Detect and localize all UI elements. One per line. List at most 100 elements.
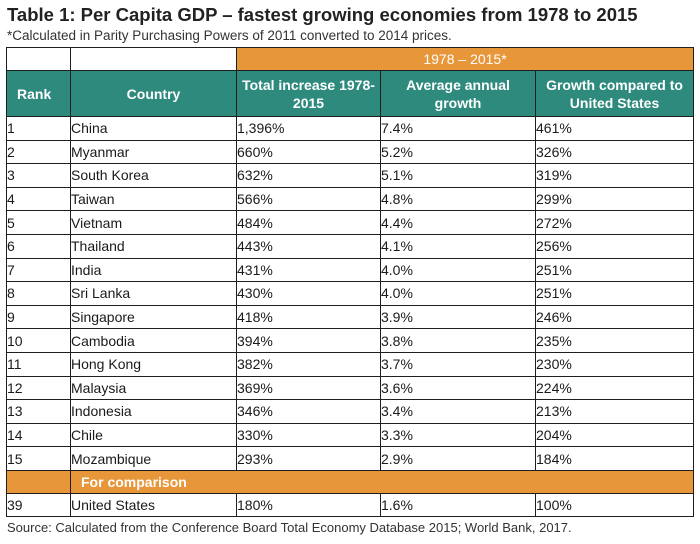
cell-total: 443% [236, 233, 381, 259]
table-row: 2 Myanmar 660% 5.2% 326% [6, 139, 695, 165]
table-row: 5 Vietnam 484% 4.4% 272% [6, 210, 695, 235]
cell-annual: 1.6% [380, 492, 536, 517]
cell-vs-us: 319% [534, 163, 695, 188]
cell-country: Chile [70, 422, 237, 448]
table-row: 14 Chile 330% 3.3% 204% [6, 422, 695, 448]
cell-total: 394% [236, 328, 381, 353]
cell-rank: 12 [6, 375, 71, 401]
cell-country: Sri Lanka [70, 281, 237, 306]
group-header-blank-rank [6, 47, 71, 71]
table-row: 7 India 431% 4.0% 251% [6, 257, 695, 283]
cell-rank: 2 [6, 139, 71, 165]
cell-annual: 3.8% [380, 328, 536, 353]
cell-total: 431% [236, 257, 381, 283]
cell-country: South Korea [70, 163, 237, 188]
source-note: Source: Calculated from the Conference B… [7, 520, 572, 535]
table-row: 8 Sri Lanka 430% 4.0% 251% [6, 281, 695, 306]
cell-annual: 3.3% [380, 422, 536, 448]
cell-vs-us: 235% [534, 328, 695, 353]
cell-annual: 3.9% [380, 304, 536, 330]
cell-rank: 39 [6, 492, 71, 517]
cell-vs-us: 256% [534, 233, 695, 259]
cell-rank: 9 [6, 304, 71, 330]
column-header-country: Country [70, 70, 237, 117]
cell-annual: 4.0% [380, 281, 536, 306]
cell-total: 632% [236, 163, 381, 188]
cell-country: Vietnam [70, 210, 237, 235]
cell-vs-us: 213% [534, 399, 695, 424]
table-row: 1 China 1,396% 7.4% 461% [6, 116, 695, 141]
cell-total: 484% [236, 210, 381, 235]
cell-total: 1,396% [236, 116, 381, 141]
cell-vs-us: 461% [534, 116, 695, 141]
cell-vs-us: 184% [534, 446, 695, 471]
cell-rank: 11 [6, 351, 71, 377]
cell-country: Cambodia [70, 328, 237, 353]
cell-vs-us: 251% [534, 281, 695, 306]
comparison-label: For comparison [69, 469, 695, 494]
table-row: 3 South Korea 632% 5.1% 319% [6, 163, 695, 188]
cell-rank: 5 [6, 210, 71, 235]
cell-country: China [70, 116, 237, 141]
cell-annual: 4.4% [380, 210, 536, 235]
cell-rank: 14 [6, 422, 71, 448]
cell-annual: 5.2% [380, 139, 536, 165]
cell-country: United States [70, 492, 237, 517]
cell-country: Hong Kong [70, 351, 237, 377]
cell-rank: 7 [6, 257, 71, 283]
cell-country: Singapore [70, 304, 237, 330]
cell-total: 660% [236, 139, 381, 165]
cell-country: India [70, 257, 237, 283]
comparison-row: For comparison [6, 469, 695, 494]
cell-country: Indonesia [70, 399, 237, 424]
table-row: 12 Malaysia 369% 3.6% 224% [6, 375, 695, 401]
cell-country: Taiwan [70, 186, 237, 212]
cell-vs-us: 272% [534, 210, 695, 235]
cell-annual: 4.0% [380, 257, 536, 283]
cell-total: 369% [236, 375, 381, 401]
cell-annual: 3.6% [380, 375, 536, 401]
table-row: 10 Cambodia 394% 3.8% 235% [6, 328, 695, 353]
cell-rank: 10 [6, 328, 71, 353]
cell-total: 180% [236, 492, 381, 517]
table-subtitle: *Calculated in Parity Purchasing Powers … [7, 28, 452, 43]
table-row: 11 Hong Kong 382% 3.7% 230% [6, 351, 695, 377]
cell-vs-us: 100% [534, 492, 695, 517]
cell-total: 566% [236, 186, 381, 212]
column-header-rank: Rank [6, 70, 71, 117]
cell-vs-us: 299% [534, 186, 695, 212]
table-row: 15 Mozambique 293% 2.9% 184% [6, 446, 695, 471]
cell-total: 293% [236, 446, 381, 471]
cell-rank: 8 [6, 281, 71, 306]
cell-total: 382% [236, 351, 381, 377]
cell-rank: 1 [6, 116, 71, 141]
cell-rank: 13 [6, 399, 71, 424]
cell-rank: 4 [6, 186, 71, 212]
cell-vs-us: 224% [534, 375, 695, 401]
group-header-period: 1978 – 2015* [235, 47, 695, 71]
cell-country: Myanmar [70, 139, 237, 165]
comparison-blank [6, 469, 71, 494]
cell-vs-us: 230% [534, 351, 695, 377]
group-header-blank-country [70, 47, 237, 71]
cell-annual: 4.8% [380, 186, 536, 212]
cell-country: Mozambique [70, 446, 237, 471]
cell-annual: 4.1% [380, 233, 536, 259]
cell-country: Thailand [70, 233, 237, 259]
cell-rank: 15 [6, 446, 71, 471]
table-row: 39 United States 180% 1.6% 100% [6, 492, 695, 517]
table-row: 6 Thailand 443% 4.1% 256% [6, 233, 695, 259]
table-row: 9 Singapore 418% 3.9% 246% [6, 304, 695, 330]
cell-total: 330% [236, 422, 381, 448]
cell-annual: 3.4% [380, 399, 536, 424]
column-header-annual: Average annual growth [380, 70, 536, 117]
cell-rank: 6 [6, 233, 71, 259]
cell-annual: 3.7% [380, 351, 536, 377]
cell-rank: 3 [6, 163, 71, 188]
group-header-row: 1978 – 2015* [6, 47, 695, 71]
cell-vs-us: 326% [534, 139, 695, 165]
table-title: Table 1: Per Capita GDP – fastest growin… [7, 4, 638, 25]
cell-annual: 2.9% [380, 446, 536, 471]
cell-annual: 7.4% [380, 116, 536, 141]
